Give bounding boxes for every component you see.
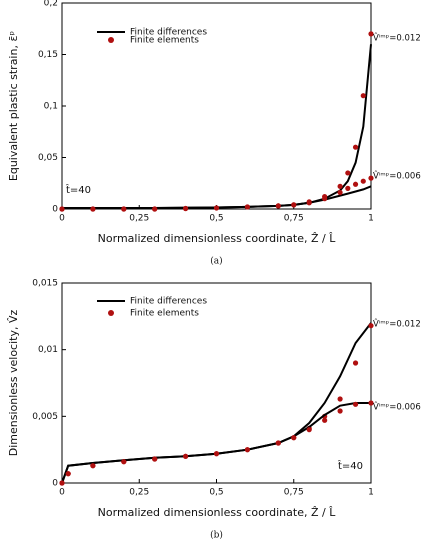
- data-point: [352, 181, 359, 187]
- caption: (b): [210, 530, 223, 541]
- data-point: [360, 93, 366, 99]
- data-point: [121, 206, 127, 212]
- y-tick-label: 0,015: [32, 279, 58, 289]
- annotation: V̂ⁱᵐᵖ=0.006: [373, 170, 421, 182]
- data-point: [337, 396, 343, 402]
- data-point: [368, 31, 374, 37]
- y-axis-label: Dimensionless velocity, V̂z: [7, 310, 20, 457]
- data-point: [244, 447, 250, 453]
- data-point: [337, 183, 343, 189]
- x-tick-label: 1: [368, 488, 374, 498]
- data-point: [183, 205, 189, 212]
- data-point: [352, 360, 359, 366]
- annotation: V̂ⁱᵐᵖ=0.006: [373, 401, 421, 413]
- data-point: [65, 471, 71, 477]
- x-tick-label: 0: [59, 214, 65, 224]
- x-axis-label: Normalized dimensionless coordinate, Ẑ …: [98, 506, 337, 519]
- annotation: V̂ⁱᵐᵖ=0.012: [373, 318, 421, 330]
- data-line: [62, 185, 372, 209]
- data-point: [322, 196, 328, 202]
- data-point: [213, 205, 220, 211]
- legend-swatch: [108, 37, 114, 43]
- data-point: [152, 456, 158, 462]
- caption: (a): [210, 256, 222, 267]
- legend-swatch: [108, 310, 114, 316]
- x-tick-label: 0,75: [284, 214, 304, 224]
- data-point: [291, 202, 297, 208]
- data-point: [352, 401, 359, 407]
- data-point: [306, 200, 312, 206]
- data-point: [352, 144, 359, 150]
- y-axis-label: Equivalent plastic strain, ε̄ᵖ: [7, 31, 20, 182]
- data-point: [368, 323, 374, 329]
- data-line: [62, 44, 372, 209]
- y-tick-label: 0,15: [38, 50, 58, 60]
- data-line: [61, 322, 372, 484]
- data-point: [275, 203, 281, 209]
- data-point: [59, 206, 65, 212]
- annotation: t̂=40: [338, 459, 363, 472]
- data-point: [368, 400, 374, 406]
- y-tick-label: 0,2: [44, 0, 58, 9]
- data-point: [244, 204, 250, 210]
- x-tick-label: 0,75: [284, 488, 304, 498]
- y-tick-label: 0,1: [44, 102, 58, 112]
- y-tick-label: 0,005: [32, 412, 58, 422]
- data-point: [306, 427, 312, 433]
- y-tick-label: 0,05: [38, 153, 58, 163]
- x-tick-label: 0,25: [129, 214, 149, 224]
- data-point: [121, 459, 127, 465]
- data-point: [90, 463, 96, 469]
- data-point: [291, 435, 297, 441]
- data-point: [183, 453, 189, 459]
- x-axis-label: Normalized dimensionless coordinate, Ẑ …: [98, 232, 337, 245]
- legend-label: Finite differences: [130, 28, 207, 38]
- data-point: [152, 206, 158, 212]
- data-point: [337, 408, 343, 414]
- plot-frame: [61, 2, 372, 210]
- x-tick-label: 0,5: [209, 214, 223, 224]
- data-point: [59, 480, 65, 486]
- y-tick-label: 0: [52, 479, 58, 489]
- data-point: [322, 417, 328, 423]
- x-tick-label: 1: [368, 214, 374, 224]
- y-tick-label: 0: [52, 205, 58, 215]
- data-point: [345, 185, 351, 191]
- legend-label: Finite elements: [130, 309, 199, 319]
- data-point: [275, 440, 281, 446]
- data-point: [90, 206, 96, 212]
- y-tick-label: 0,01: [38, 345, 58, 355]
- x-tick-label: 0: [59, 488, 65, 498]
- annotation: V̂ⁱᵐᵖ=0.012: [373, 32, 421, 44]
- data-point: [337, 189, 343, 196]
- annotation: t̂=40: [66, 183, 91, 196]
- legend-label: Finite elements: [130, 36, 199, 46]
- data-point: [368, 175, 374, 181]
- data-point: [360, 178, 366, 184]
- x-tick-label: 0,25: [129, 488, 149, 498]
- x-tick-label: 0,5: [209, 488, 223, 498]
- data-point: [345, 170, 351, 176]
- legend-label: Finite differences: [130, 297, 207, 307]
- data-line: [61, 402, 371, 484]
- data-point: [213, 451, 220, 457]
